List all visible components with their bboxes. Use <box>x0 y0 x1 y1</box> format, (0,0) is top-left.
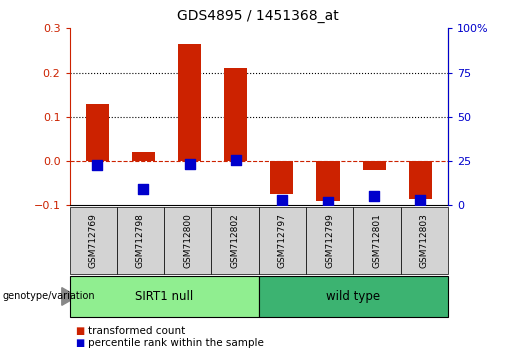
Bar <box>85 104 109 161</box>
Point <box>324 199 332 205</box>
Point <box>185 161 194 167</box>
Text: ■: ■ <box>75 326 84 336</box>
Bar <box>363 161 386 170</box>
Bar <box>409 161 432 199</box>
Text: GSM712803: GSM712803 <box>420 213 429 268</box>
Text: wild type: wild type <box>327 290 381 303</box>
Text: GSM712800: GSM712800 <box>183 213 192 268</box>
Text: GSM712798: GSM712798 <box>136 213 145 268</box>
Point <box>370 193 379 198</box>
Point <box>278 197 286 203</box>
Bar <box>132 152 155 161</box>
Bar <box>178 44 201 161</box>
Point <box>139 187 147 192</box>
Text: GSM712802: GSM712802 <box>231 213 239 268</box>
Text: GSM712801: GSM712801 <box>372 213 382 268</box>
Text: GDS4895 / 1451368_at: GDS4895 / 1451368_at <box>177 9 338 23</box>
Text: ■: ■ <box>75 338 84 348</box>
Text: genotype/variation: genotype/variation <box>3 291 95 302</box>
Point <box>232 157 240 163</box>
Text: GSM712769: GSM712769 <box>89 213 98 268</box>
Text: GSM712799: GSM712799 <box>325 213 334 268</box>
Bar <box>317 161 339 201</box>
Bar <box>224 68 247 161</box>
Text: SIRT1 null: SIRT1 null <box>135 290 193 303</box>
Text: GSM712797: GSM712797 <box>278 213 287 268</box>
Point <box>93 162 101 168</box>
Text: percentile rank within the sample: percentile rank within the sample <box>88 338 264 348</box>
Point <box>416 197 424 203</box>
Bar <box>270 161 294 194</box>
Polygon shape <box>62 287 77 305</box>
Text: transformed count: transformed count <box>88 326 185 336</box>
